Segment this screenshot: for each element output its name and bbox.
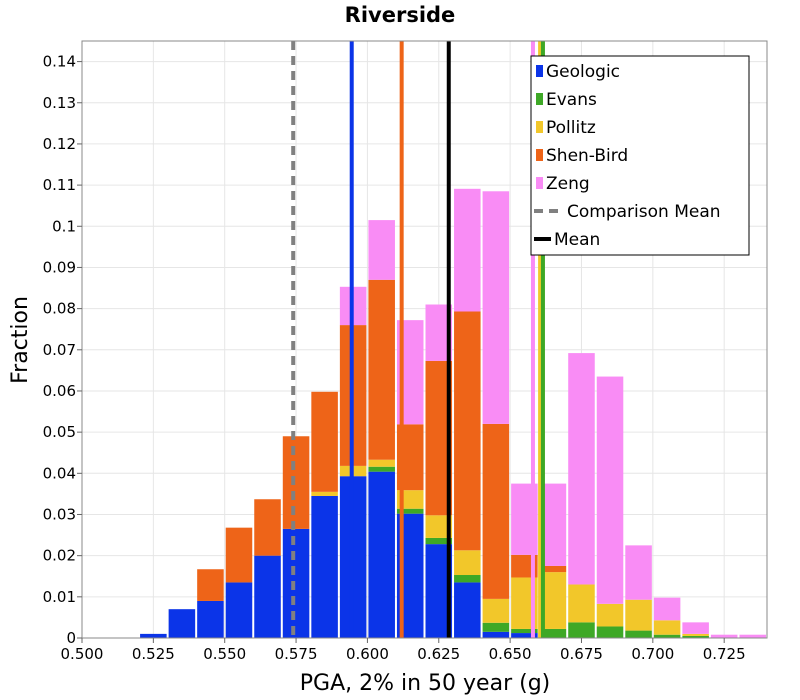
bar-segment-pollitz <box>596 603 624 627</box>
bar-segment-geologic <box>511 633 538 638</box>
bar-segment-evans <box>396 508 424 514</box>
legend-swatch <box>536 93 543 105</box>
bar-segment-shenbird <box>254 499 281 556</box>
bar-segment-pollitz <box>454 550 481 576</box>
bar-segment-pollitz <box>368 459 395 467</box>
x-tick-label: 0.625 <box>417 645 460 663</box>
x-tick-label: 0.700 <box>631 645 674 663</box>
y-axis-ticks: 0 0.01 0.02 0.03 0.04 0.05 0.06 0.07 0.08 0.09 0.1… <box>43 53 82 647</box>
bar-segment-evans <box>425 537 453 545</box>
bar-segment-shenbird <box>311 391 338 492</box>
bar-segment-shenbird <box>368 279 395 460</box>
y-tick-label: 0.12 <box>43 135 76 153</box>
bar-segment-geologic <box>482 631 510 638</box>
bar-segment-evans <box>568 622 595 638</box>
bar-segment-zeng <box>625 545 652 600</box>
bar-segment-zeng <box>368 220 395 280</box>
y-tick-label: 0.05 <box>43 423 76 441</box>
y-tick-label: 0.11 <box>43 176 76 194</box>
x-axis-label: PGA, 2% in 50 year (g) <box>300 671 551 696</box>
x-tick-label: 0.675 <box>560 645 603 663</box>
legend-swatch <box>536 65 543 77</box>
bar-segment-evans <box>454 575 481 583</box>
y-tick-label: 0.14 <box>43 53 76 71</box>
bar-segment-geologic <box>225 582 253 638</box>
legend-label: Evans <box>546 90 597 110</box>
bar-segment-zeng <box>653 597 681 621</box>
bar-segment-geologic <box>254 555 281 638</box>
bar-segment-pollitz <box>653 620 681 635</box>
bar-segment-pollitz <box>482 598 510 623</box>
y-tick-label: 0.03 <box>43 505 76 523</box>
legend-label: Shen-Bird <box>546 146 628 166</box>
bar-segment-shenbird <box>482 423 510 599</box>
x-tick-label: 0.650 <box>489 645 532 663</box>
x-tick-label: 0.725 <box>703 645 746 663</box>
y-tick-label: 0.08 <box>43 300 76 318</box>
bar-segment-geologic <box>140 633 167 638</box>
bar-segment-evans <box>625 630 652 638</box>
x-tick-label: 0.500 <box>61 645 104 663</box>
bar-segment-pollitz <box>682 633 709 636</box>
bar-segment-evans <box>653 634 681 638</box>
y-tick-label: 0 <box>66 629 76 647</box>
legend-box <box>530 55 750 256</box>
bar-segment-pollitz <box>625 599 652 631</box>
bar-segment-geologic <box>311 495 338 638</box>
legend-label: Mean <box>554 230 600 250</box>
y-tick-label: 0.13 <box>43 94 76 112</box>
bar-segment-zeng <box>596 376 624 604</box>
y-tick-label: 0.06 <box>43 382 76 400</box>
bar-segment-shenbird <box>454 311 481 551</box>
y-tick-label: 0.02 <box>43 547 76 565</box>
legend-swatch <box>536 177 543 189</box>
bar-segment-zeng <box>454 188 481 312</box>
bar-segment-zeng <box>568 353 595 585</box>
bar-segment-evans <box>682 635 709 638</box>
y-tick-label: 0.04 <box>43 464 76 482</box>
plot-frame <box>81 40 768 639</box>
bar-segment-geologic <box>454 582 481 638</box>
legend: Geologic Evans Pollitz Shen-Bird Zeng Compari… <box>530 55 750 256</box>
bars <box>140 188 766 638</box>
chart-title: Riverside <box>345 3 456 27</box>
bar-segment-zeng <box>739 634 766 638</box>
bar-segment-shenbird <box>539 565 567 573</box>
bar-segment-pollitz <box>568 584 595 623</box>
bar-segment-zeng <box>710 634 738 638</box>
legend-label: Geologic <box>546 62 620 82</box>
bar-segment-evans <box>596 626 624 638</box>
bar-segment-geologic <box>168 609 196 638</box>
bar-segment-geologic <box>197 600 224 638</box>
bar-segment-geologic <box>368 471 395 638</box>
y-tick-label: 0.1 <box>52 217 76 235</box>
legend-swatch <box>536 121 543 133</box>
x-tick-label: 0.575 <box>275 645 318 663</box>
bar-segment-shenbird <box>282 436 310 529</box>
legend-label: Comparison Mean <box>567 202 721 222</box>
bar-segment-evans <box>482 622 510 632</box>
legend-label: Zeng <box>546 174 590 194</box>
bar-segment-shenbird <box>197 569 224 601</box>
bar-segment-shenbird <box>225 527 253 583</box>
bar-segment-evans <box>539 628 567 638</box>
x-tick-label: 0.600 <box>346 645 389 663</box>
bar-segment-evans <box>511 628 538 634</box>
bar-segment-pollitz <box>311 491 338 496</box>
y-tick-label: 0.07 <box>43 341 76 359</box>
y-tick-label: 0.09 <box>43 258 76 276</box>
bar-segment-geologic <box>282 528 310 638</box>
bar-segment-evans <box>368 466 395 472</box>
x-tick-label: 0.550 <box>203 645 246 663</box>
bar-segment-zeng <box>482 191 510 424</box>
bar-segment-zeng <box>682 622 709 634</box>
y-axis-label: Fraction <box>8 296 33 384</box>
legend-swatch <box>536 149 543 161</box>
y-tick-label: 0.01 <box>43 588 76 606</box>
x-axis-ticks: 0.500 0.525 0.550 0.575 0.600 0.625 0.650 0.675… <box>61 638 746 663</box>
x-tick-label: 0.525 <box>132 645 175 663</box>
bar-segment-pollitz <box>425 515 453 538</box>
legend-label: Pollitz <box>546 118 596 138</box>
